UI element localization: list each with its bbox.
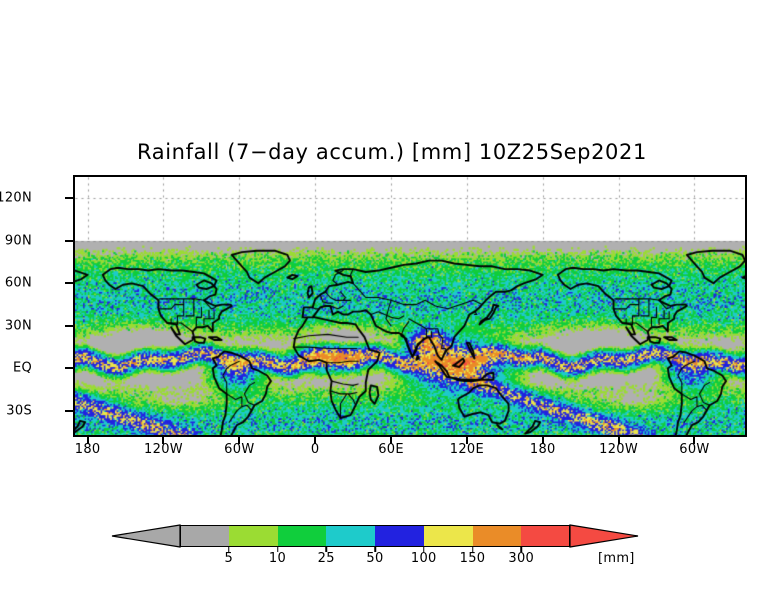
x-axis-tick-mark [465, 437, 468, 444]
colorbar-segment [423, 525, 473, 547]
colorbar-tick-mark [228, 547, 230, 552]
rainfall-heatmap-canvas [75, 177, 745, 435]
colorbar-segment [180, 525, 229, 547]
x-axis-tick-label: 180 [74, 442, 101, 457]
colorbar-segment [375, 525, 424, 547]
colorbar-tick-label: 100 [410, 551, 437, 566]
y-axis-tick-mark [65, 409, 73, 412]
map-plot-area [73, 175, 747, 437]
y-axis-tick-label: 60N [4, 275, 32, 291]
x-axis-tick-label: 60W [224, 442, 255, 457]
y-axis-tick-label: 90N [4, 233, 32, 249]
x-axis-tick-label: 120W [144, 442, 183, 457]
colorbar-tick-label: 5 [224, 551, 234, 566]
x-axis-tick-label: 0 [310, 442, 320, 457]
x-axis-tick-label: 60E [378, 442, 404, 457]
x-axis-tick-mark [390, 437, 393, 444]
y-axis-tick-label: 30S [6, 403, 32, 419]
colorbar-segment [472, 525, 522, 547]
colorbar-tick-label: 25 [317, 551, 335, 566]
colorbar-tick-mark [276, 547, 279, 552]
y-axis-tick-mark [65, 324, 73, 327]
x-axis-tick-mark [314, 437, 317, 444]
colorbar-tick-mark [325, 547, 327, 552]
colorbar: 5 10 25 50 100 150 300 [mm] [0, 515, 784, 575]
x-axis-tick-mark [617, 437, 620, 444]
colorbar-tick-label: 50 [366, 551, 384, 566]
x-axis-tick-label: 120E [449, 442, 484, 457]
colorbar-tick-mark [423, 547, 425, 552]
colorbar-segments [180, 525, 570, 547]
x-axis-tick-mark [238, 437, 241, 444]
colorbar-unit-label: [mm] [598, 551, 635, 566]
colorbar-segment [228, 525, 278, 547]
x-axis-tick-label: 60W [679, 442, 710, 457]
y-axis-tick-mark [65, 239, 73, 242]
y-axis-tick-label: 30N [4, 318, 32, 334]
y-axis-tick-label: EQ [12, 360, 32, 376]
colorbar-tick-label: 10 [268, 551, 287, 566]
x-axis-tick-label: 180 [529, 442, 556, 457]
colorbar-tick-mark [374, 547, 376, 552]
colorbar-tick-mark [520, 547, 522, 552]
y-axis-tick-mark [65, 367, 73, 370]
y-axis-tick-label: 120N [0, 190, 32, 206]
colorbar-arrow-ends [111, 524, 639, 548]
colorbar-segment [326, 525, 375, 547]
x-axis-tick-mark [693, 437, 696, 444]
colorbar-tick-mark [471, 547, 474, 552]
y-axis-tick-mark [65, 197, 73, 200]
x-axis-tick-mark [162, 437, 165, 444]
colorbar-segment [277, 525, 327, 547]
colorbar-tick-label: 150 [459, 551, 486, 566]
x-axis-tick-label: 120W [599, 442, 639, 457]
colorbar-tick-label: 300 [508, 551, 535, 566]
x-axis-tick-mark [541, 437, 544, 444]
y-axis-tick-mark [65, 282, 73, 285]
x-axis-tick-mark [86, 437, 89, 444]
page-title: Rainfall (7−day accum.) [mm] 10Z25Sep202… [137, 140, 647, 164]
colorbar-segment [521, 525, 570, 547]
